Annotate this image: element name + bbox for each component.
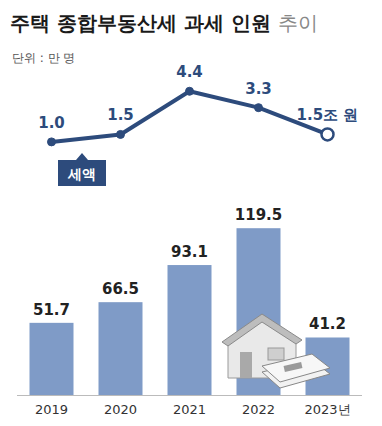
data-label: 1.5 [107, 106, 134, 124]
title: 주택 종합부동산세 과세 인원 추이 [10, 11, 318, 35]
data-label: 1.5조 원 [297, 106, 359, 124]
x-tick-label: 2022 [242, 402, 275, 417]
data-label: 93.1 [171, 243, 208, 261]
line [52, 91, 328, 142]
x-tick-label: 2021 [173, 402, 206, 417]
chart-container: 주택 종합부동산세 과세 인원 추이단위 : 만 명 51.7 66.5 93.1 11… [0, 0, 382, 426]
title-main: 주택 종합부동산세 과세 인원 [10, 11, 278, 35]
x-tick-label: 2019 [35, 402, 68, 417]
labels: 51.7 66.5 93.1 119.5 41.2 1.0 1.5 4.4 3.3 1.5조 원세… [33, 63, 358, 333]
series-name: 세액 [67, 166, 96, 182]
marks [30, 87, 350, 395]
x-tick-label: 2020 [104, 402, 137, 417]
bar [99, 302, 143, 395]
data-label: 119.5 [235, 206, 282, 224]
data-label: 1.0 [38, 114, 65, 132]
data-label: 66.5 [102, 280, 139, 298]
title-suffix: 추이 [278, 11, 318, 35]
chart: 주택 종합부동산세 과세 인원 추이단위 : 만 명 51.7 66.5 93.1 11… [0, 0, 382, 426]
data-label: 51.7 [33, 301, 70, 319]
marker [255, 104, 263, 112]
bar [168, 265, 212, 395]
subtitle: 단위 : 만 명 [12, 51, 76, 65]
marker [117, 130, 125, 138]
x-axis [17, 395, 362, 396]
illustration [222, 314, 330, 388]
data-label: 41.2 [309, 315, 346, 333]
x-tick-label: 2023년 [304, 402, 350, 417]
series-tag-box [58, 153, 106, 186]
bar [30, 323, 74, 395]
series-tag: 세액 [58, 153, 106, 186]
marker [48, 138, 56, 146]
data-label: 4.4 [176, 63, 203, 81]
data-label: 3.3 [245, 80, 272, 98]
marker [322, 128, 334, 140]
marker [186, 87, 194, 95]
